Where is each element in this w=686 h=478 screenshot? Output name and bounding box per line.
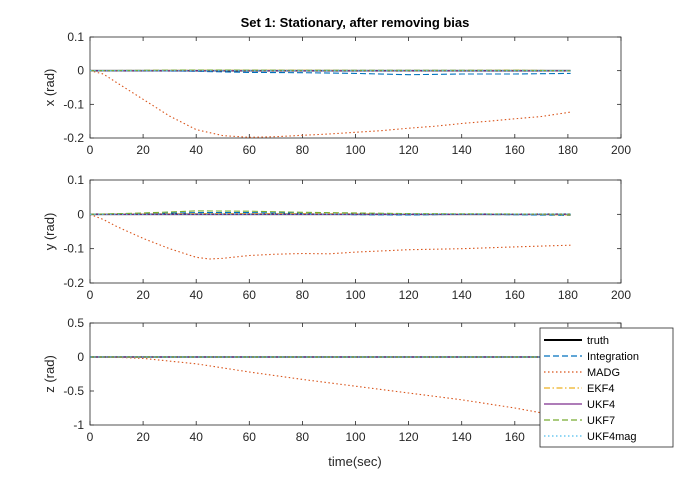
x-tick-label: 200 (611, 143, 631, 157)
x-tick-label: 40 (190, 430, 204, 444)
subplot-1: 0 20 40 60 80 100 120 140 160 180 200 0.1 0 -0.1 -0.2 x… (42, 30, 631, 157)
x-tick-label: 0 (87, 288, 94, 302)
x-tick-label: 140 (452, 430, 472, 444)
x-tick-label: 160 (505, 143, 525, 157)
legend-label-ukf4: UKF4 (587, 399, 615, 411)
y-tick-label: 0 (77, 207, 84, 221)
x-tick-label: 180 (558, 143, 578, 157)
x-tick-label: 60 (243, 143, 257, 157)
x-axis-label: time(sec) (328, 454, 381, 469)
y-tick-label: 0 (77, 350, 84, 364)
x-tick-label: 180 (558, 288, 578, 302)
x-tick-label: 80 (296, 430, 310, 444)
x-tick-label: 60 (243, 430, 257, 444)
x-tick-label: 100 (345, 430, 365, 444)
legend-label-truth: truth (587, 335, 609, 347)
y-axis-label: x (rad) (42, 69, 57, 107)
y-tick-label: -0.1 (63, 97, 84, 111)
axes-box (89, 36, 622, 139)
chart-title: Set 1: Stationary, after removing bias (241, 15, 470, 30)
x-tick-label: 20 (136, 430, 150, 444)
series-line-integration (90, 70, 571, 76)
y-tick-label: 0.1 (67, 30, 84, 44)
x-tick-label: 100 (345, 143, 365, 157)
x-tick-label: 140 (452, 143, 472, 157)
y-tick-label: -1 (73, 418, 84, 432)
x-tick-label: 120 (399, 143, 419, 157)
x-tick-label: 160 (505, 430, 525, 444)
x-tick-label: 60 (243, 288, 257, 302)
subplot-2: 0 20 40 60 80 100 120 140 160 180 200 0.1 0 -0.1 -0.2 y… (42, 173, 631, 302)
legend-label-ukf7: UKF7 (587, 415, 615, 427)
y-axis-label: z (rad) (42, 355, 57, 393)
x-tick-label: 20 (136, 288, 150, 302)
x-tick-label: 20 (136, 143, 150, 157)
x-tick-label: 200 (611, 288, 631, 302)
x-tick-label: 120 (399, 288, 419, 302)
x-tick-label: 80 (296, 288, 310, 302)
y-tick-label: 0.1 (67, 173, 84, 187)
y-tick-label: 0.5 (67, 316, 84, 330)
axes-box (89, 322, 622, 426)
y-tick-label: 0 (77, 64, 84, 78)
x-tick-label: 160 (505, 288, 525, 302)
axes-box (89, 179, 622, 284)
x-tick-label: 80 (296, 143, 310, 157)
legend-label-integration: Integration (587, 351, 639, 363)
series-line-madg (89, 356, 571, 419)
y-tick-label: -0.5 (63, 384, 84, 398)
y-tick-label: -0.2 (63, 131, 84, 145)
x-tick-label: 120 (399, 430, 419, 444)
legend-label-madg: MADG (587, 367, 620, 379)
legend: truth Integration MADG EKF4 UKF4 UKF7 UKF4mag (539, 327, 674, 448)
y-tick-label: -0.1 (63, 242, 84, 256)
x-tick-label: 140 (452, 288, 472, 302)
x-tick-label: 100 (345, 288, 365, 302)
legend-label-ukf4mag: UKF4mag (587, 431, 637, 443)
legend-label-ekf4: EKF4 (587, 383, 615, 395)
y-axis-label: y (rad) (42, 213, 57, 251)
x-tick-label: 0 (87, 143, 94, 157)
y-tick-label: -0.2 (63, 276, 84, 290)
series-line-madg (89, 213, 571, 260)
x-tick-label: 40 (190, 288, 204, 302)
series-line-ukf7 (89, 210, 571, 215)
x-tick-label: 40 (190, 143, 204, 157)
x-tick-label: 0 (87, 430, 94, 444)
